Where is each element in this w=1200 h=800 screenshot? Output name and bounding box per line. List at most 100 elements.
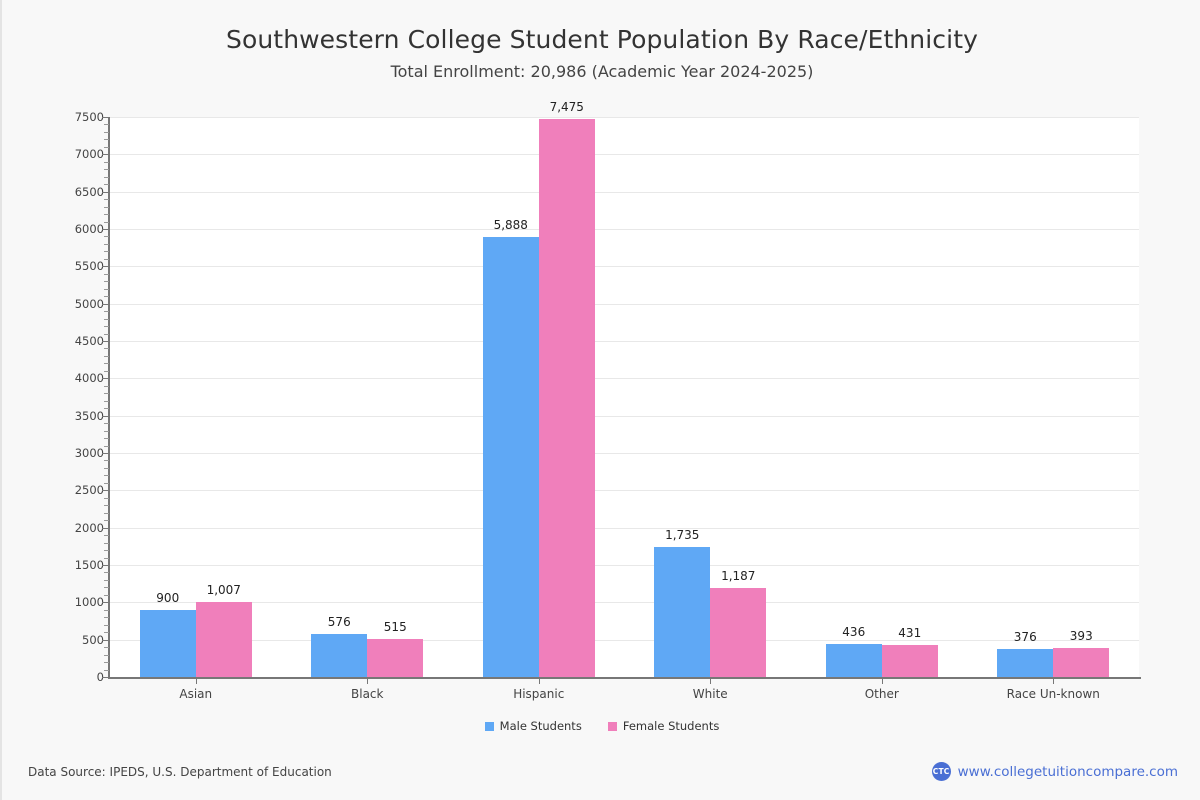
y-axis-tick-label: 6500 [74, 184, 104, 199]
y-axis-minor-tick [104, 206, 109, 208]
y-axis-minor-tick [104, 654, 109, 656]
y-axis-minor-tick [104, 370, 109, 372]
x-axis-line [108, 677, 1141, 679]
bar-female-students-asian[interactable] [195, 601, 252, 677]
y-axis-tick-mark [102, 266, 109, 268]
y-axis-minor-tick [104, 408, 109, 410]
y-axis-minor-tick [104, 221, 109, 223]
gridline [110, 527, 1139, 529]
y-axis-tick-label: 2500 [74, 483, 104, 498]
bar-value-label: 1,187 [721, 569, 756, 584]
data-source-text: Data Source: IPEDS, U.S. Department of E… [28, 765, 332, 779]
y-axis-minor-tick [104, 467, 109, 469]
bar-female-students-white[interactable] [710, 588, 767, 677]
y-axis-tick-mark [102, 639, 109, 641]
y-axis-minor-tick [104, 587, 109, 589]
y-axis-line [108, 117, 110, 679]
brand-watermark[interactable]: CTC www.collegetuitioncompare.com [931, 762, 1178, 781]
brand-url-link[interactable]: www.collegetuitioncompare.com [957, 763, 1178, 780]
gridline [110, 639, 1139, 641]
y-axis-minor-tick [104, 131, 109, 133]
bar-value-label: 576 [327, 614, 351, 629]
y-axis-minor-tick [104, 318, 109, 320]
y-axis-minor-tick [104, 124, 109, 126]
y-axis-minor-tick [104, 497, 109, 499]
bar-male-students-hispanic[interactable] [482, 237, 539, 677]
y-axis-minor-tick [104, 236, 109, 238]
y-axis-minor-tick [104, 281, 109, 283]
y-axis-minor-tick [104, 288, 109, 290]
bar-female-students-race-un-known[interactable] [1053, 647, 1110, 677]
y-axis-minor-tick [104, 184, 109, 186]
y-axis-minor-tick [104, 326, 109, 328]
y-axis-tick-label: 5500 [74, 259, 104, 274]
y-axis-minor-tick [104, 139, 109, 141]
chart-legend: Male Students Female Students [2, 719, 1200, 733]
y-axis-minor-tick [104, 146, 109, 148]
y-axis-minor-tick [104, 617, 109, 619]
y-axis-minor-tick [104, 161, 109, 163]
y-axis-tick-mark [102, 490, 109, 492]
y-axis-minor-tick [104, 430, 109, 432]
bar-male-students-asian[interactable] [139, 609, 196, 677]
y-axis-minor-tick [104, 475, 109, 477]
y-axis-minor-tick [104, 579, 109, 581]
y-axis-minor-tick [104, 520, 109, 522]
y-axis-tick-mark [102, 415, 109, 417]
y-axis-minor-tick [104, 423, 109, 425]
y-axis-minor-tick [104, 400, 109, 402]
y-axis-tick-label: 7500 [74, 110, 104, 124]
y-axis-tick-label: 4500 [74, 334, 104, 348]
bar-male-students-black[interactable] [311, 634, 368, 677]
gridline [110, 453, 1139, 454]
bar-female-students-hispanic[interactable] [538, 118, 595, 677]
y-axis-tick-mark [102, 565, 109, 566]
y-axis-tick-label: 6000 [74, 222, 104, 236]
gridline [110, 565, 1139, 566]
bar-female-students-black[interactable] [367, 638, 424, 677]
y-axis-tick-label: 4000 [74, 371, 104, 386]
y-axis-minor-tick [104, 662, 109, 664]
bar-value-label: 431 [898, 625, 922, 640]
legend-swatch-icon [484, 721, 494, 731]
y-axis-minor-tick [104, 273, 109, 275]
y-axis-tick-label: 1500 [74, 558, 104, 572]
bar-value-label: 436 [842, 625, 866, 640]
y-axis-minor-tick [104, 176, 109, 178]
y-axis-minor-tick [104, 609, 109, 611]
gridline [110, 415, 1139, 417]
legend-item-male-students[interactable]: Male Students [484, 719, 582, 733]
gridline [110, 303, 1139, 305]
y-axis-minor-tick [104, 251, 109, 253]
y-axis-minor-tick [104, 258, 109, 260]
gridline [110, 490, 1139, 492]
legend-swatch-icon [607, 721, 617, 731]
bar-value-label: 515 [383, 619, 407, 634]
x-axis-tick-label: Race Un-known [1006, 687, 1100, 701]
x-axis-tick-mark [195, 679, 197, 684]
gridline [110, 266, 1139, 268]
y-axis-minor-tick [104, 445, 109, 447]
y-axis-minor-tick [104, 355, 109, 357]
gridline [110, 378, 1139, 380]
y-axis-tick-mark [102, 191, 109, 193]
bar-value-label: 5,888 [493, 218, 528, 233]
y-axis-tick-mark [102, 378, 109, 380]
y-axis-tick-label: 3500 [74, 408, 104, 423]
y-axis-tick-label: 7000 [74, 147, 104, 162]
y-axis-minor-tick [104, 624, 109, 626]
gridline [110, 229, 1139, 230]
y-axis-tick-mark [102, 677, 109, 678]
y-axis-tick-mark [102, 602, 109, 604]
legend-label: Male Students [499, 719, 582, 733]
y-axis-minor-tick [104, 348, 109, 350]
legend-item-female-students[interactable]: Female Students [607, 719, 719, 733]
y-axis-minor-tick [104, 243, 109, 245]
y-axis-minor-tick [104, 557, 109, 559]
bar-female-students-other[interactable] [881, 644, 938, 677]
bar-male-students-other[interactable] [825, 644, 882, 677]
y-axis-tick-label: 5000 [74, 296, 104, 311]
bar-male-students-race-un-known[interactable] [997, 648, 1054, 677]
y-axis-tick-mark [102, 117, 109, 118]
bar-male-students-white[interactable] [654, 547, 711, 677]
